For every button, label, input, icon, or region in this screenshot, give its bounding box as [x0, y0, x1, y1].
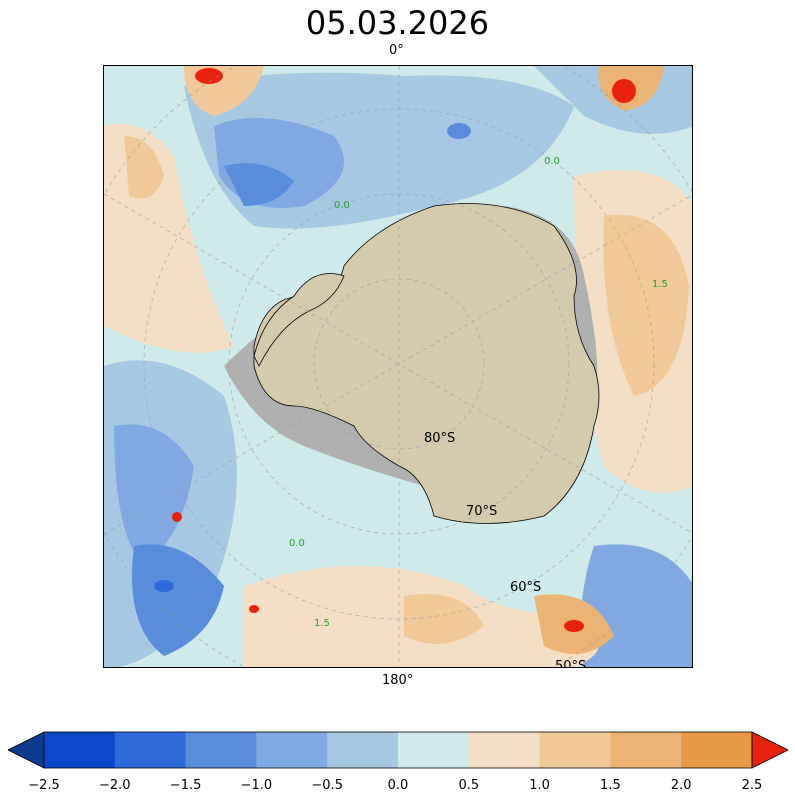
- contour-label: 0.0: [544, 156, 560, 167]
- colorbar-bin: [185, 732, 257, 768]
- extreme-positive-patch: [195, 68, 223, 84]
- colorbar-bin: [44, 732, 116, 768]
- extreme-positive-patch: [564, 620, 584, 632]
- contour-label: 1.5: [652, 279, 668, 290]
- colorbar-tick-label: −1.5: [169, 778, 202, 793]
- colorbar-tick-label: −2.5: [28, 778, 60, 793]
- colorbar-bin: [256, 732, 328, 768]
- graticule: [104, 66, 692, 667]
- contour-label: 0.0: [334, 200, 350, 211]
- extreme-positive-patch: [249, 605, 259, 613]
- colorbar-bin: [398, 732, 470, 768]
- extreme-negative-patch: [154, 580, 174, 592]
- colorbar-tick-label: 0.5: [458, 778, 480, 793]
- contour-label: 1.5: [314, 618, 330, 629]
- antarctic-peninsula: [253, 273, 345, 367]
- colorbar-bin: [681, 732, 753, 768]
- colorbar-tick-label: 0.0: [387, 778, 409, 793]
- negative-anomaly-region: [114, 424, 194, 566]
- meridian-label-bottom: 180°: [382, 673, 414, 688]
- meridian-label-top: 0°: [389, 43, 404, 58]
- map-title: 05.03.2026: [305, 4, 490, 42]
- colorbar-bin: [114, 732, 187, 768]
- map-panel: 80°S 70°S 60°S 50°S 0.0 0.0 1.5 0.0 1.5: [103, 65, 693, 668]
- colorbar-frame: [43, 731, 753, 769]
- colorbar-bin: [610, 732, 682, 768]
- positive-anomaly-region: [404, 594, 484, 644]
- extreme-negative-patch: [447, 123, 471, 139]
- colorbar-tick-label: −1.0: [240, 778, 273, 793]
- negative-anomaly-region: [224, 163, 294, 206]
- colorbar-tick-label: 2.0: [670, 778, 692, 793]
- colorbar-tick-label: 2.5: [741, 778, 763, 793]
- polar-map: [104, 66, 692, 667]
- anomaly-fields: [104, 66, 692, 667]
- colorbar-bin: [327, 732, 399, 768]
- colorbar-tick-label: 1.0: [529, 778, 550, 793]
- colorbar-bin: [468, 732, 541, 768]
- colorbar-bin: [539, 732, 611, 768]
- latitude-label-80s: 80°S: [424, 431, 456, 446]
- colorbar-over-arrow: [751, 731, 788, 769]
- colorbar-under-arrow: [8, 731, 45, 769]
- contour-label: 0.0: [289, 538, 305, 549]
- negative-anomaly-region: [132, 544, 224, 656]
- colorbar-tick-label: −2.0: [99, 778, 131, 793]
- latitude-label-60s: 60°S: [510, 580, 542, 595]
- extreme-positive-patch: [172, 512, 182, 522]
- positive-anomaly-region: [603, 214, 689, 396]
- colorbar-tick-label: −0.5: [311, 778, 343, 793]
- latitude-label-50s: 50°S: [555, 659, 587, 668]
- extreme-positive-patch: [612, 79, 636, 103]
- colorbar: [8, 731, 788, 769]
- colorbar-tick-label: 1.5: [600, 778, 621, 793]
- latitude-label-70s: 70°S: [466, 504, 498, 519]
